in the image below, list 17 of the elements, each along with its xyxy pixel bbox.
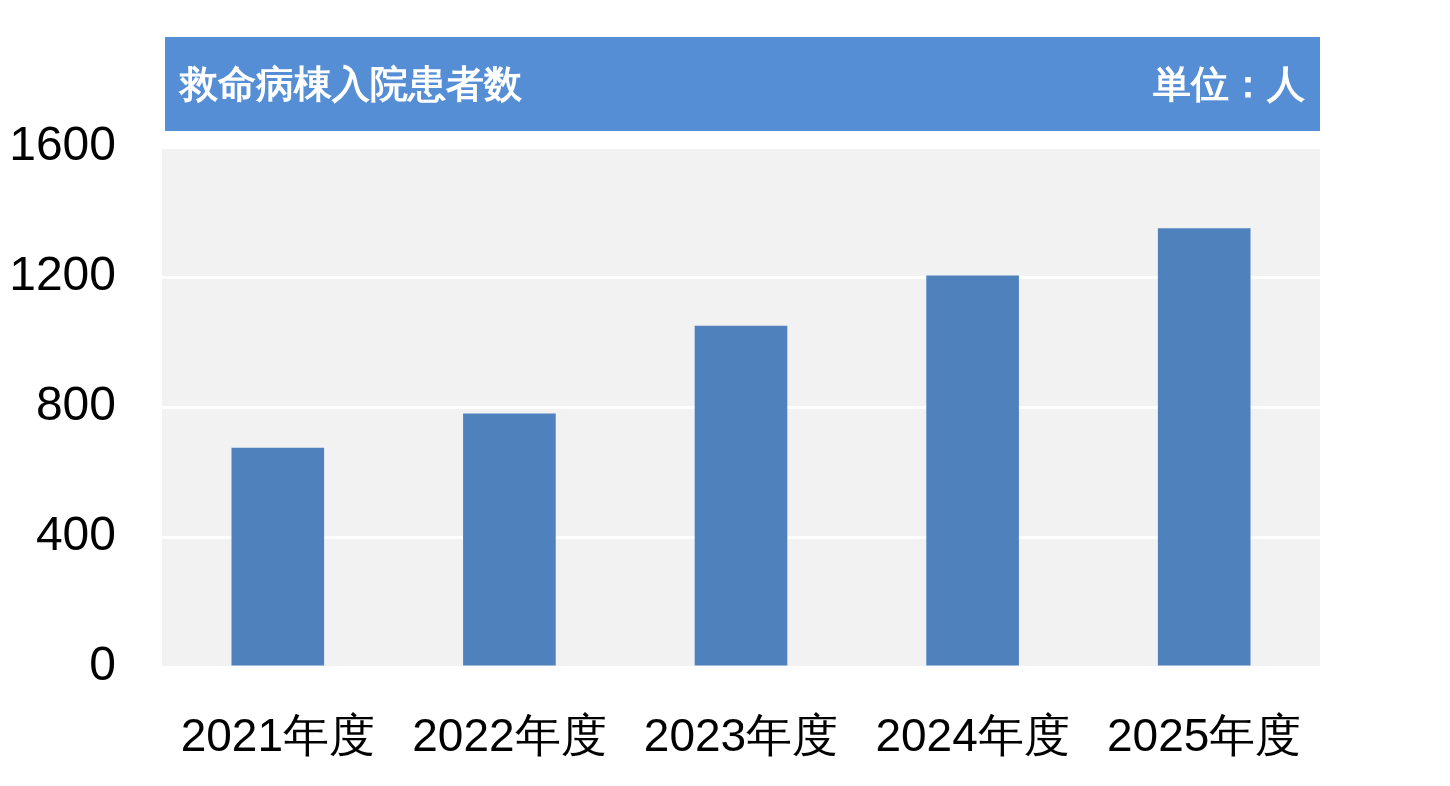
bar: [1157, 228, 1251, 666]
x-tick-label: 2024年度: [875, 709, 1070, 762]
text: 単位：人: [1153, 62, 1305, 106]
y-tick-label: 400: [35, 507, 116, 561]
y-tick-label: 1600: [9, 117, 116, 171]
chart-title: 救命病棟入院患者数: [180, 61, 522, 108]
y-tick-label: 1200: [9, 247, 116, 301]
y-tick-label: 0: [89, 637, 116, 691]
x-tick-label: 2025年度: [1107, 709, 1302, 762]
bar: [926, 275, 1019, 666]
bar: [463, 413, 556, 666]
x-tick-label: 2023年度: [643, 709, 839, 762]
bar: [231, 447, 325, 666]
x-tick-label: 2021年度: [180, 709, 375, 762]
bar: [694, 325, 788, 666]
y-tick-label: 800: [35, 377, 116, 431]
x-tick-label: 2022年度: [412, 709, 607, 762]
